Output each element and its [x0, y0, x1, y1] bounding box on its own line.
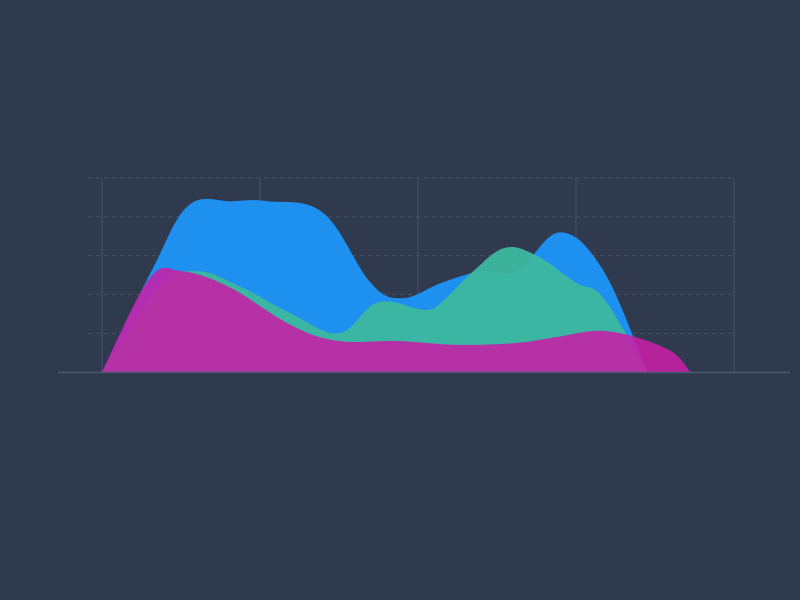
series-3-area — [102, 267, 691, 372]
series-areas — [102, 198, 691, 372]
